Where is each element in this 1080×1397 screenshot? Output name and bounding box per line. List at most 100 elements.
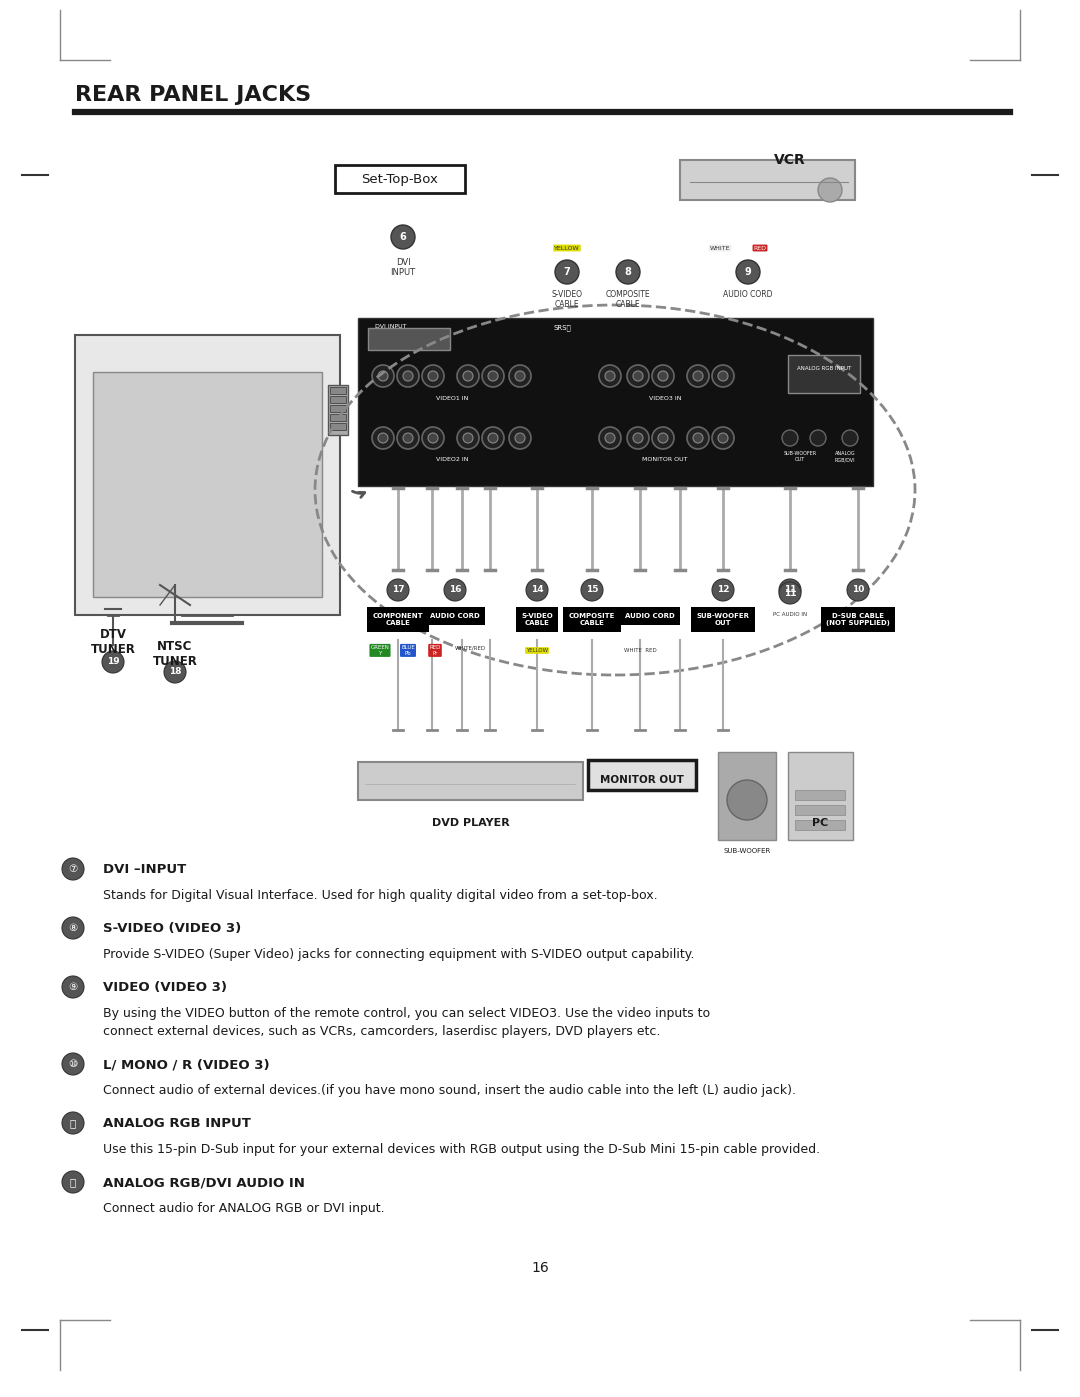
Text: 7: 7 bbox=[564, 267, 570, 277]
Circle shape bbox=[735, 260, 760, 284]
Circle shape bbox=[782, 430, 798, 446]
Text: 18: 18 bbox=[168, 668, 181, 676]
Circle shape bbox=[488, 372, 498, 381]
Circle shape bbox=[515, 433, 525, 443]
Text: VCR: VCR bbox=[774, 154, 806, 168]
Circle shape bbox=[397, 365, 419, 387]
Circle shape bbox=[403, 372, 413, 381]
Circle shape bbox=[488, 433, 498, 443]
Text: S-VIDEO (VIDEO 3): S-VIDEO (VIDEO 3) bbox=[103, 922, 241, 935]
Bar bbox=[328, 386, 348, 434]
Circle shape bbox=[687, 365, 708, 387]
Text: DTV
TUNER: DTV TUNER bbox=[91, 629, 135, 657]
Circle shape bbox=[718, 433, 728, 443]
Text: MONITOR OUT: MONITOR OUT bbox=[600, 775, 684, 785]
Text: RED
Pr: RED Pr bbox=[430, 645, 441, 655]
Circle shape bbox=[810, 430, 826, 446]
Bar bbox=[795, 789, 845, 800]
Text: ⑨: ⑨ bbox=[68, 982, 78, 992]
Circle shape bbox=[712, 365, 734, 387]
Text: ⑫: ⑫ bbox=[70, 1178, 76, 1187]
Circle shape bbox=[378, 372, 388, 381]
Text: Connect audio for ANALOG RGB or DVI input.: Connect audio for ANALOG RGB or DVI inpu… bbox=[103, 1201, 384, 1215]
Text: SUB-WOOFER: SUB-WOOFER bbox=[724, 848, 771, 854]
Circle shape bbox=[599, 427, 621, 448]
Text: ANALOG RGB INPUT: ANALOG RGB INPUT bbox=[797, 366, 851, 372]
Circle shape bbox=[599, 365, 621, 387]
Bar bbox=[357, 319, 873, 486]
Text: GREEN
Y: GREEN Y bbox=[370, 645, 390, 655]
Text: DVD PLAYER: DVD PLAYER bbox=[432, 819, 510, 828]
Circle shape bbox=[842, 430, 858, 446]
Circle shape bbox=[428, 433, 438, 443]
Circle shape bbox=[62, 1171, 84, 1193]
Text: 12: 12 bbox=[717, 585, 729, 595]
Text: VIDEO (VIDEO 3): VIDEO (VIDEO 3) bbox=[103, 981, 227, 995]
Text: DVI –INPUT: DVI –INPUT bbox=[103, 863, 186, 876]
Text: ANALOG RGB INPUT: ANALOG RGB INPUT bbox=[103, 1118, 251, 1130]
Circle shape bbox=[779, 578, 801, 601]
Circle shape bbox=[727, 780, 767, 820]
Text: VIDEO2 IN: VIDEO2 IN bbox=[435, 457, 469, 462]
Circle shape bbox=[509, 427, 531, 448]
Circle shape bbox=[633, 372, 643, 381]
Circle shape bbox=[457, 365, 480, 387]
Circle shape bbox=[62, 977, 84, 997]
Text: ⑦: ⑦ bbox=[68, 863, 78, 875]
Circle shape bbox=[463, 433, 473, 443]
Circle shape bbox=[581, 578, 603, 601]
Circle shape bbox=[658, 372, 669, 381]
Text: VIDEO1 IN: VIDEO1 IN bbox=[436, 395, 469, 401]
Circle shape bbox=[526, 578, 548, 601]
Text: 8: 8 bbox=[624, 267, 632, 277]
Circle shape bbox=[627, 427, 649, 448]
Circle shape bbox=[652, 365, 674, 387]
Circle shape bbox=[387, 578, 409, 601]
Text: AUDIO CORD: AUDIO CORD bbox=[625, 613, 675, 619]
Text: WHITE: WHITE bbox=[710, 246, 730, 250]
Text: Connect audio of external devices.(if you have mono sound, insert the audio cabl: Connect audio of external devices.(if yo… bbox=[103, 1084, 796, 1097]
Text: ⑪: ⑪ bbox=[70, 1118, 76, 1127]
Text: Stands for Digital Visual Interface. Used for high quality digital video from a : Stands for Digital Visual Interface. Use… bbox=[103, 888, 658, 902]
Text: BLUE
Pb: BLUE Pb bbox=[401, 645, 415, 655]
Text: Provide S-VIDEO (Super Video) jacks for connecting equipment with S-VIDEO output: Provide S-VIDEO (Super Video) jacks for … bbox=[103, 949, 694, 961]
Bar bbox=[330, 387, 346, 394]
Bar bbox=[330, 395, 346, 402]
Text: ⑧: ⑧ bbox=[68, 923, 78, 933]
Circle shape bbox=[779, 583, 801, 604]
Text: SUB-WOOFER
OUT: SUB-WOOFER OUT bbox=[697, 613, 750, 626]
Circle shape bbox=[372, 365, 394, 387]
Circle shape bbox=[62, 1053, 84, 1076]
Circle shape bbox=[509, 365, 531, 387]
Bar bbox=[75, 335, 340, 615]
Circle shape bbox=[444, 578, 465, 601]
Text: WHITE/RED: WHITE/RED bbox=[455, 645, 486, 650]
Text: ANALOG
RGB/DVI: ANALOG RGB/DVI bbox=[835, 451, 855, 462]
Bar bbox=[718, 752, 777, 840]
Text: 9: 9 bbox=[744, 267, 752, 277]
Text: S-VIDEO
CABLE: S-VIDEO CABLE bbox=[522, 613, 553, 626]
Circle shape bbox=[605, 433, 615, 443]
Text: 11: 11 bbox=[784, 585, 796, 595]
Circle shape bbox=[372, 427, 394, 448]
Text: COMPONENT
CABLE: COMPONENT CABLE bbox=[373, 613, 423, 626]
Circle shape bbox=[847, 578, 869, 601]
Bar bbox=[588, 760, 696, 789]
Circle shape bbox=[627, 365, 649, 387]
Text: 15: 15 bbox=[585, 585, 598, 595]
Circle shape bbox=[403, 433, 413, 443]
Circle shape bbox=[428, 372, 438, 381]
Text: 6: 6 bbox=[400, 232, 406, 242]
Text: COMPOSITE
CABLE: COMPOSITE CABLE bbox=[606, 291, 650, 309]
Text: YELLOW: YELLOW bbox=[526, 648, 548, 652]
Circle shape bbox=[687, 427, 708, 448]
Text: DVI INPUT: DVI INPUT bbox=[375, 324, 406, 330]
Circle shape bbox=[62, 1112, 84, 1134]
Text: DVI
INPUT: DVI INPUT bbox=[391, 258, 416, 278]
Text: 16: 16 bbox=[449, 585, 461, 595]
Bar bbox=[788, 355, 860, 393]
Circle shape bbox=[482, 427, 504, 448]
Bar bbox=[357, 761, 583, 800]
Text: 10: 10 bbox=[852, 585, 864, 595]
Bar bbox=[795, 805, 845, 814]
